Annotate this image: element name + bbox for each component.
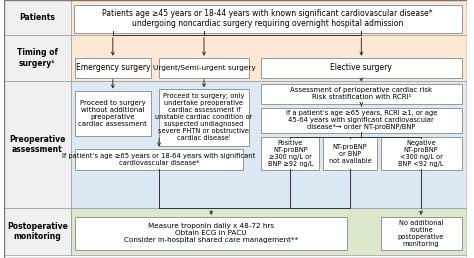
FancyBboxPatch shape bbox=[159, 89, 249, 146]
FancyBboxPatch shape bbox=[75, 149, 243, 170]
Text: Preoperative
assessment: Preoperative assessment bbox=[9, 135, 65, 154]
Bar bbox=[71, 208, 466, 255]
FancyBboxPatch shape bbox=[75, 58, 151, 78]
Text: Urgent/Semi-urgent surgery: Urgent/Semi-urgent surgery bbox=[153, 65, 255, 71]
Text: NT-proBNP
or BNP
not available: NT-proBNP or BNP not available bbox=[328, 143, 371, 164]
FancyBboxPatch shape bbox=[159, 58, 249, 78]
FancyBboxPatch shape bbox=[261, 84, 462, 104]
Bar bbox=[71, 35, 466, 81]
Bar bbox=[4, 0, 71, 35]
Text: Assessment of perioperative cardiac risk
Risk stratification with RCRIˠ: Assessment of perioperative cardiac risk… bbox=[290, 87, 432, 100]
FancyBboxPatch shape bbox=[75, 91, 151, 136]
FancyBboxPatch shape bbox=[261, 108, 462, 133]
Text: Elective surgery: Elective surgery bbox=[330, 63, 392, 72]
Text: Proceed to surgery; only
undertake preoperative
cardiac assessment if
unstable c: Proceed to surgery; only undertake preop… bbox=[155, 93, 253, 141]
FancyBboxPatch shape bbox=[261, 137, 319, 170]
FancyBboxPatch shape bbox=[381, 137, 462, 170]
Bar bbox=[4, 35, 71, 81]
Text: If a patient’s age ≥65 years, RCRI ≥1, or age
45-64 years with significant cardi: If a patient’s age ≥65 years, RCRI ≥1, o… bbox=[286, 110, 437, 130]
Text: Timing of
surgery¹: Timing of surgery¹ bbox=[17, 48, 58, 68]
Text: If patient’s age ≥65 years or 18-64 years with significant
cardiovascular diseas: If patient’s age ≥65 years or 18-64 year… bbox=[63, 153, 255, 166]
Text: Positive
NT-proBNP
≥300 ng/L or
BNP ≥92 ng/L: Positive NT-proBNP ≥300 ng/L or BNP ≥92 … bbox=[267, 140, 313, 167]
Text: Measure troponin daily x 48-72 hrs
Obtain ECG in PACU
Consider in-hospital share: Measure troponin daily x 48-72 hrs Obtai… bbox=[124, 223, 298, 244]
Text: Postoperative
monitoring: Postoperative monitoring bbox=[7, 222, 68, 241]
Text: Patients age ≥45 years or 18-44 years with known significant cardiovascular dise: Patients age ≥45 years or 18-44 years wi… bbox=[102, 9, 433, 28]
Text: Proceed to surgery
without additional
preoperative
cardiac assessment: Proceed to surgery without additional pr… bbox=[78, 100, 147, 127]
Bar bbox=[4, 81, 71, 208]
FancyBboxPatch shape bbox=[381, 217, 462, 250]
FancyBboxPatch shape bbox=[261, 58, 462, 78]
Text: Emergency surgery: Emergency surgery bbox=[75, 63, 150, 72]
FancyBboxPatch shape bbox=[323, 137, 377, 170]
FancyBboxPatch shape bbox=[73, 5, 462, 33]
Bar bbox=[71, 81, 466, 208]
Text: Negative
NT-proBNP
<300 ng/L or
BNP <92 ng/L: Negative NT-proBNP <300 ng/L or BNP <92 … bbox=[398, 140, 444, 167]
Text: No additional
routine
postoperative
monitoring: No additional routine postoperative moni… bbox=[398, 220, 444, 247]
FancyBboxPatch shape bbox=[75, 217, 347, 250]
Bar bbox=[4, 208, 71, 255]
Text: Patients: Patients bbox=[19, 13, 55, 22]
Bar bbox=[71, 0, 466, 35]
